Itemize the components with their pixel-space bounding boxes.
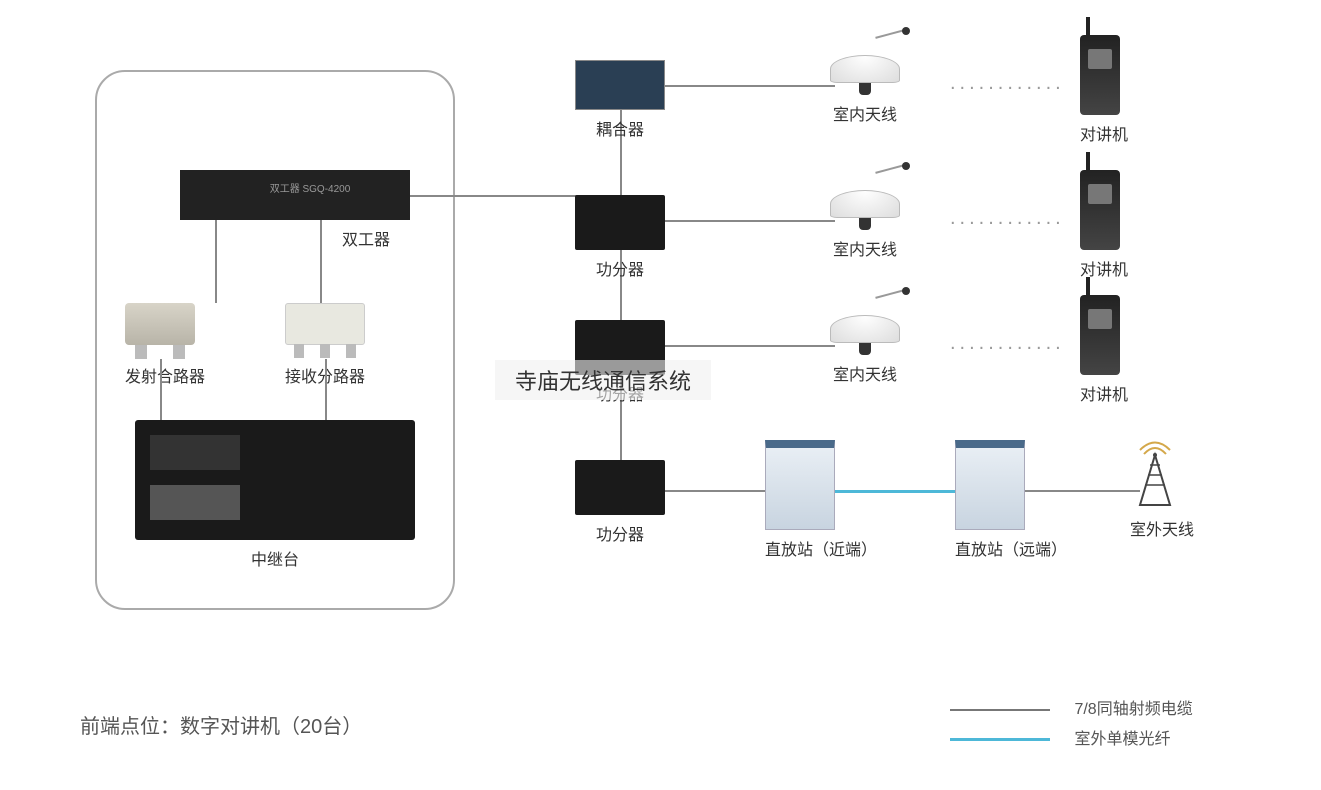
tx-combiner-node: 发射合路器 (125, 303, 205, 387)
duplexer-device-text: 双工器 SGQ-4200 (270, 184, 351, 195)
antenna-indoor-icon (830, 190, 900, 230)
outdoor-antenna-node: 室外天线 (1130, 440, 1194, 540)
repeater-label: 中继台 (135, 546, 415, 570)
cabinet-icon (765, 440, 835, 530)
row4-line-2 (1025, 490, 1140, 492)
row2-dots: ............ (950, 207, 1065, 230)
line-dup-rx (320, 220, 322, 303)
overlay-title: 寺庙无线通信系统 (495, 360, 711, 400)
legend-fiber-label: 室外单模光纤 (1074, 731, 1170, 748)
repeater-node: 中继台 (135, 420, 415, 570)
line-tx-rep (160, 359, 162, 420)
row2-radio: 对讲机 (1080, 170, 1128, 280)
row2-antenna: 室内天线 (830, 190, 900, 260)
legend-coax-line (950, 709, 1050, 711)
near-station-node: 直放站（近端） (765, 440, 877, 560)
legend-fiber-line (950, 738, 1050, 741)
coupler-device (575, 60, 665, 110)
far-station-node: 直放站（远端） (955, 440, 1067, 560)
rx-splitter-device (285, 303, 365, 345)
splitter-3-device (575, 460, 665, 515)
line-spine (620, 110, 622, 480)
legend-fiber: 室外单模光纤 (950, 725, 1170, 749)
splitter-3-label: 功分器 (575, 521, 665, 545)
tx-combiner-device (125, 303, 195, 345)
near-station-label: 直放站（近端） (765, 536, 877, 560)
antenna-indoor-icon (830, 315, 900, 355)
line-rx-rep (325, 359, 327, 420)
radio-icon (1080, 295, 1120, 375)
tower-icon (1130, 440, 1180, 510)
row4-fiber (835, 490, 955, 493)
row1-radio-label: 对讲机 (1080, 121, 1128, 145)
row3-line (665, 345, 835, 347)
row1-antenna-label: 室内天线 (830, 101, 900, 125)
duplexer-device: 双工器 SGQ-4200 (180, 170, 410, 220)
row3-radio: 对讲机 (1080, 295, 1128, 405)
line-dup-tx (215, 220, 217, 303)
legend-coax-label: 7/8同轴射频电缆 (1074, 701, 1192, 718)
radio-icon (1080, 170, 1120, 250)
diagram-root: 双工器 SGQ-4200 双工器 发射合路器 接收分路器 中继台 耦合器 功分器… (0, 0, 1321, 790)
row1-line (665, 85, 835, 87)
row1-radio: 对讲机 (1080, 35, 1128, 145)
antenna-indoor-icon (830, 55, 900, 95)
splitter-1-device (575, 195, 665, 250)
coupler-node: 耦合器 (575, 60, 665, 140)
footer-text: 前端点位：数字对讲机（20台） (80, 710, 362, 739)
coupler-label: 耦合器 (575, 116, 665, 140)
splitter-3-node: 功分器 (575, 460, 665, 545)
splitter-1-label: 功分器 (575, 256, 665, 280)
row1-dots: ............ (950, 72, 1065, 95)
row2-line (665, 220, 835, 222)
splitter-1-node: 功分器 (575, 195, 665, 280)
row3-antenna: 室内天线 (830, 315, 900, 385)
tx-combiner-label: 发射合路器 (125, 363, 205, 387)
repeater-device (135, 420, 415, 540)
far-station-label: 直放站（远端） (955, 536, 1067, 560)
row1-antenna: 室内天线 (830, 55, 900, 125)
cabinet-icon (955, 440, 1025, 530)
outdoor-antenna-label: 室外天线 (1130, 516, 1194, 540)
line-main-h (410, 195, 590, 197)
legend-coax: 7/8同轴射频电缆 (950, 695, 1193, 719)
radio-icon (1080, 35, 1120, 115)
row2-antenna-label: 室内天线 (830, 236, 900, 260)
row3-radio-label: 对讲机 (1080, 381, 1128, 405)
row3-antenna-label: 室内天线 (830, 361, 900, 385)
row3-dots: ............ (950, 332, 1065, 355)
row4-line-1 (665, 490, 765, 492)
